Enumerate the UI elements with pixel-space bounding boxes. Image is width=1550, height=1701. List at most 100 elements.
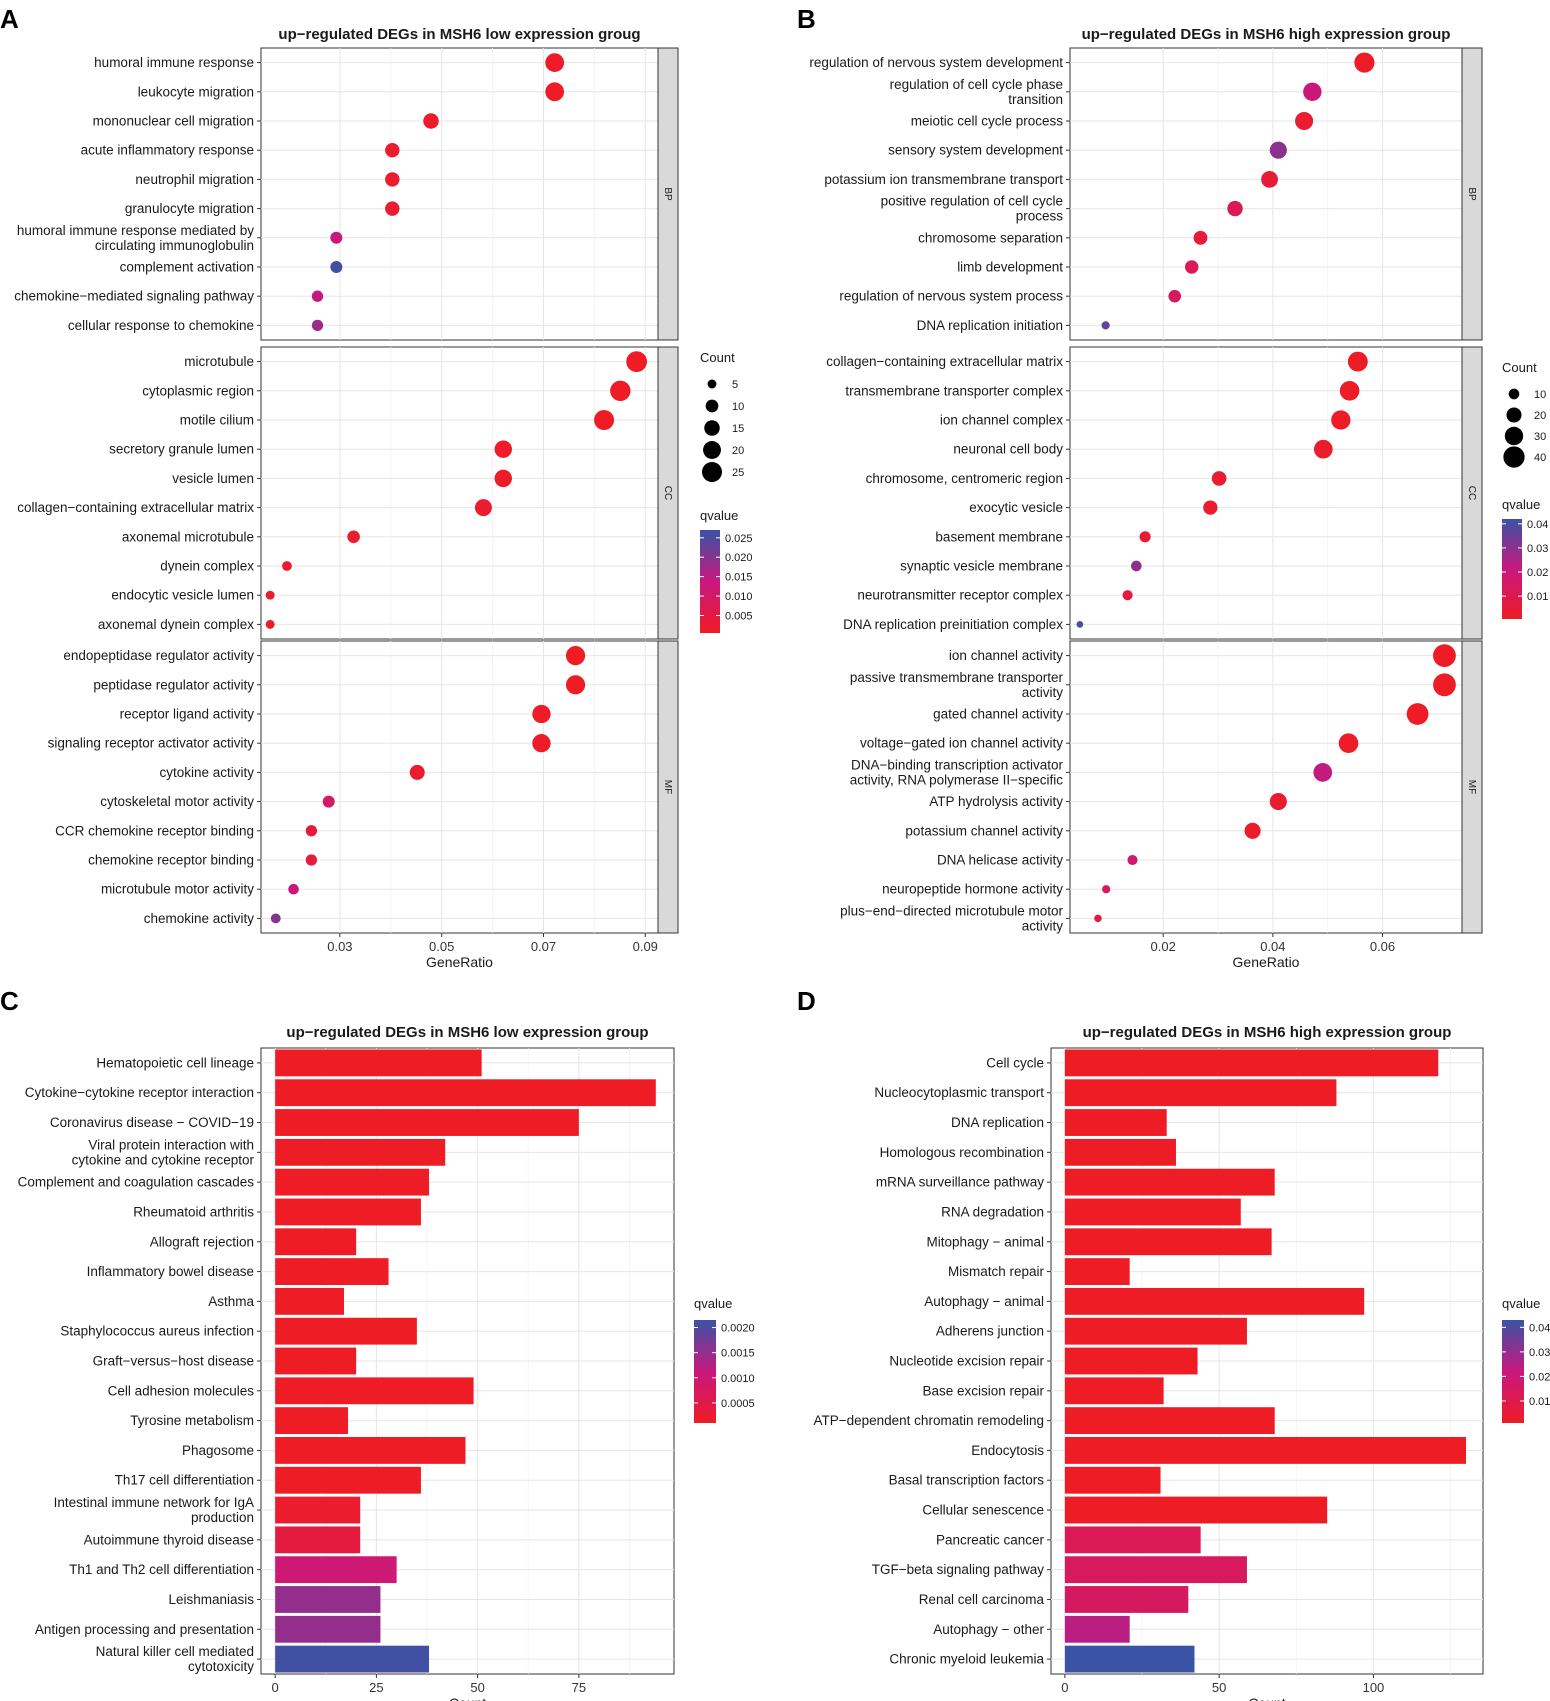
category-label-line: Viral protein interaction with — [88, 1137, 254, 1152]
term-label: exocytic vesicle — [969, 500, 1063, 515]
bar — [1064, 1407, 1275, 1435]
term-label-line: secretory granule lumen — [109, 442, 254, 457]
legend-size-label: 30 — [1534, 431, 1546, 443]
facet-label: CC — [662, 486, 673, 500]
legend-color-label: 0.025 — [725, 533, 753, 545]
category-label: Nucleotide excision repair — [889, 1354, 1044, 1369]
dot-point — [409, 764, 425, 780]
category-label-line: Cytokine−cytokine receptor interaction — [25, 1085, 254, 1100]
term-label-line: cytoplasmic region — [142, 383, 254, 398]
dot-point — [1433, 673, 1456, 697]
term-label-line: chemokine−mediated signaling pathway — [14, 289, 254, 304]
facet-cc: collagen−containing extracellular matrix… — [826, 346, 1483, 640]
term-label: granulocyte migration — [125, 201, 254, 216]
x-tick-label: 0.03 — [327, 939, 352, 954]
dot-point — [282, 561, 292, 571]
term-label-line: microtubule motor activity — [101, 882, 254, 897]
term-label: limb development — [957, 260, 1063, 275]
dot-point — [1313, 763, 1333, 782]
category-label: Homologous recombination — [880, 1145, 1044, 1160]
term-label: CCR chemokine receptor binding — [55, 823, 254, 838]
term-label-line: receptor ligand activity — [120, 707, 255, 722]
term-label-line: voltage−gated ion channel activity — [860, 736, 1063, 751]
term-label-line: synaptic vesicle membrane — [900, 559, 1063, 574]
bar — [1064, 1228, 1272, 1256]
term-label-line: vesicle lumen — [172, 471, 254, 486]
term-label-line: regulation of nervous system development — [809, 55, 1063, 70]
category-label: Renal cell carcinoma — [919, 1592, 1045, 1607]
term-label: receptor ligand activity — [120, 707, 255, 722]
facet-label: CC — [1466, 486, 1477, 500]
bar — [275, 1317, 417, 1345]
dot-point — [330, 261, 343, 273]
facet-bp: regulation of nervous system development… — [809, 47, 1483, 341]
category-label: Base excision repair — [922, 1383, 1044, 1398]
category-label: Basal transcription factors — [889, 1473, 1045, 1488]
category-label-line: Intestinal immune network for IgA — [54, 1495, 254, 1510]
category-label-line: production — [191, 1510, 254, 1525]
bar — [275, 1377, 474, 1405]
category-label-line: Renal cell carcinoma — [919, 1592, 1045, 1607]
barplot-chart-c: up−regulated DEGs in MSH6 low expression… — [18, 1024, 755, 1701]
category-label: Cellular senescence — [922, 1503, 1044, 1518]
dot-point — [594, 410, 615, 430]
term-label: microtubule motor activity — [101, 882, 254, 897]
category-label-line: Pancreatic cancer — [936, 1532, 1045, 1547]
term-label-line: regulation of cell cycle phase — [890, 77, 1063, 92]
term-label-line: leukocyte migration — [138, 84, 254, 99]
term-label-line: ATP hydrolysis activity — [929, 794, 1063, 809]
term-label-line: activity — [1022, 918, 1064, 933]
bar — [1064, 1109, 1167, 1136]
chart-title: up−regulated DEGs in MSH6 low expression… — [278, 26, 640, 43]
term-label: ion channel complex — [940, 413, 1063, 428]
term-label: gated channel activity — [933, 707, 1063, 722]
legend-qvalue-title: qvalue — [1502, 497, 1540, 512]
category-label: Complement and coagulation cascades — [18, 1175, 255, 1190]
dot-point — [565, 646, 586, 666]
term-label-line: cellular response to chemokine — [68, 318, 254, 333]
term-label-line: regulation of nervous system process — [839, 289, 1063, 304]
bar — [1064, 1079, 1337, 1107]
legend-color-label: 0.015 — [725, 572, 753, 584]
bar — [275, 1228, 357, 1256]
category-label-line: Complement and coagulation cascades — [18, 1175, 255, 1190]
chart-title: up−regulated DEGs in MSH6 high expressio… — [1082, 26, 1451, 43]
term-label: humoral immune response mediated by circu… — [17, 223, 254, 253]
legend-size-dot — [1503, 446, 1525, 468]
dot-point — [1433, 644, 1456, 667]
facet-panel — [1069, 47, 1463, 341]
bar — [275, 1168, 430, 1196]
term-label-line: motile cilium — [180, 413, 254, 428]
legend-size-label: 10 — [732, 401, 744, 413]
dot-point — [1139, 531, 1151, 543]
term-label-line: sensory system development — [888, 143, 1063, 158]
x-tick-label: 100 — [1363, 1680, 1385, 1695]
term-label-line: passive transmembrane transporter — [850, 670, 1064, 685]
term-label: cytokine activity — [159, 765, 254, 780]
dot-point — [1168, 289, 1182, 303]
term-label-line: collagen−containing extracellular matrix — [826, 354, 1063, 369]
term-label: DNA replication initiation — [917, 318, 1063, 333]
term-label-line: DNA−binding transcription activator — [851, 757, 1063, 772]
bar — [1064, 1526, 1201, 1554]
term-label: potassium channel activity — [905, 823, 1063, 838]
term-label: chemokine activity — [144, 911, 255, 926]
term-label: DNA replication preinitiation complex — [843, 617, 1063, 632]
legend-colorbar — [700, 530, 720, 633]
bar — [275, 1466, 421, 1494]
panel-letter-c: C — [0, 986, 19, 1016]
category-label: Natural killer cell mediated cytotoxicity — [96, 1644, 255, 1674]
term-label: collagen−containing extracellular matrix — [17, 500, 254, 515]
facet-label: BP — [662, 187, 673, 201]
term-label-line: limb development — [957, 260, 1063, 275]
facet-strip — [657, 346, 679, 640]
legend-color-label: 0.04 — [1529, 1322, 1550, 1334]
term-label: endopeptidase regulator activity — [63, 648, 254, 663]
bar — [1064, 1556, 1247, 1584]
category-label-line: Adherens junction — [936, 1324, 1044, 1339]
dot-point — [347, 530, 360, 544]
legend-color-label: 0.005 — [725, 611, 753, 623]
term-label: acute inflammatory response — [81, 143, 254, 158]
term-label: chemokine−mediated signaling pathway — [14, 289, 254, 304]
